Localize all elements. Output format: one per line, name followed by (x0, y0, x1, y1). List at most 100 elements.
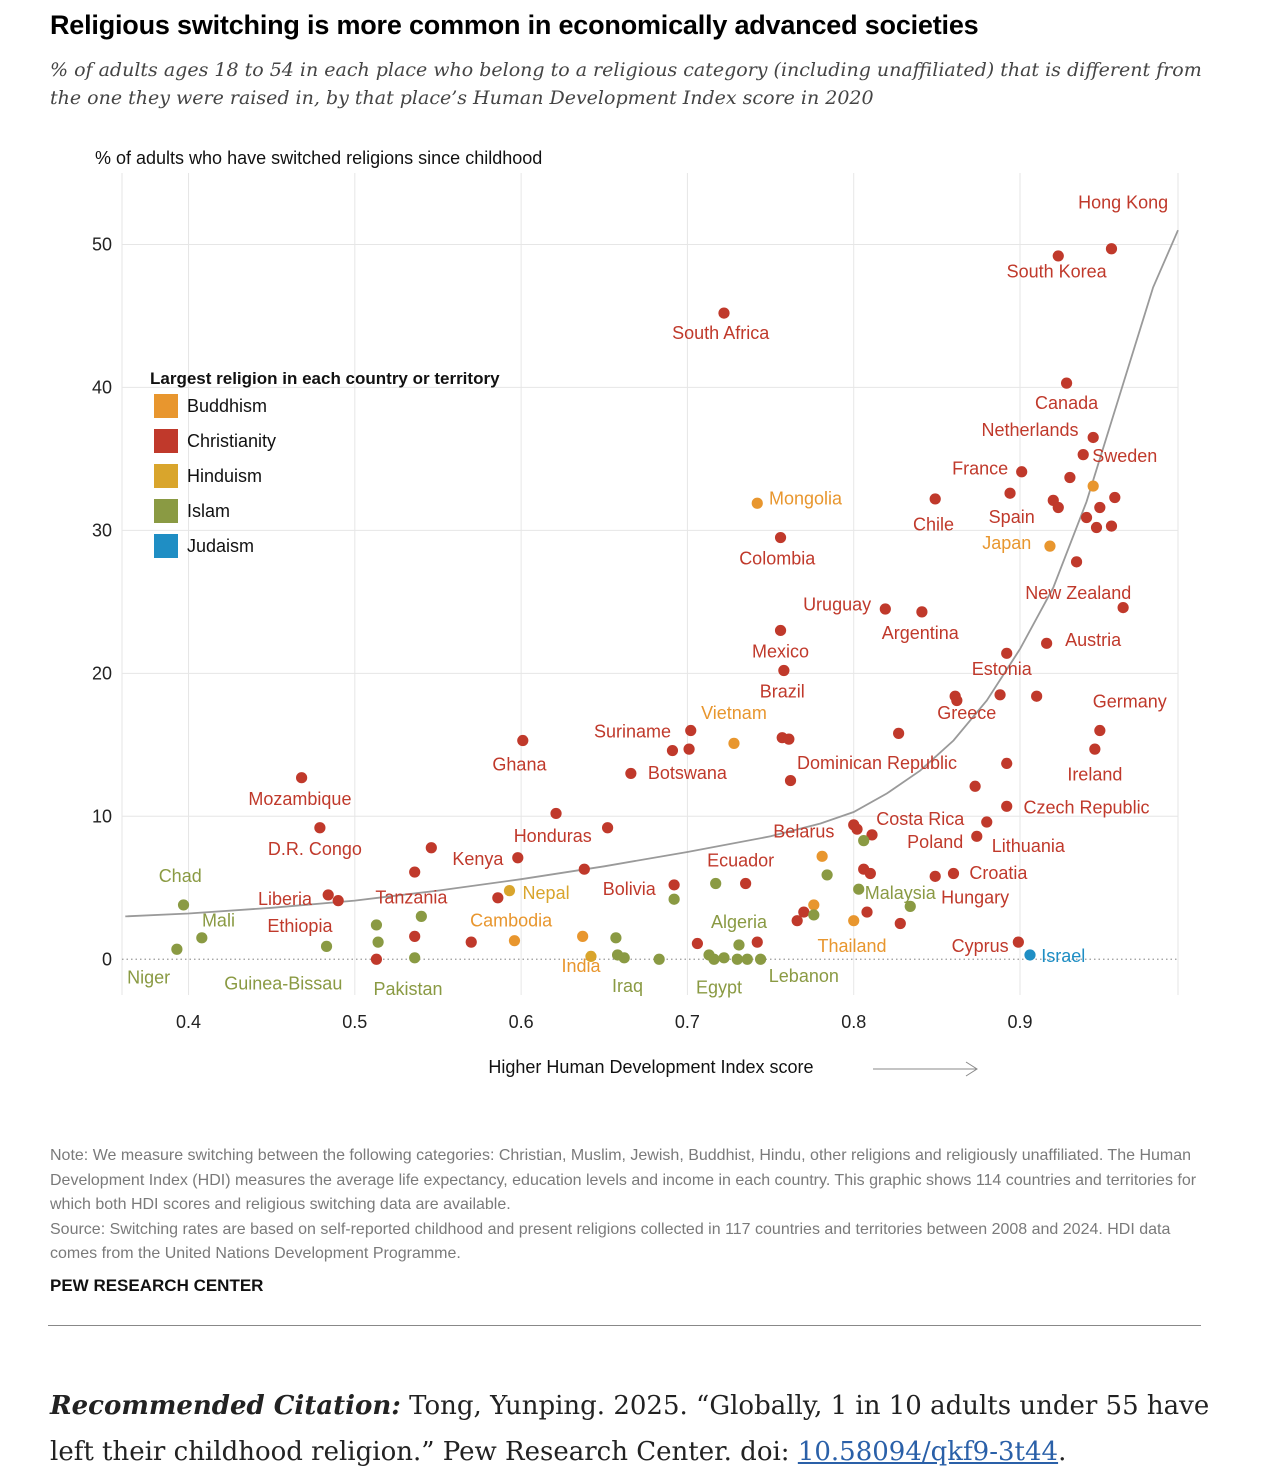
data-point (425, 842, 437, 854)
data-point (685, 724, 697, 737)
country-label: Chad (159, 866, 202, 886)
country-label: Argentina (882, 623, 960, 643)
data-point (332, 895, 344, 907)
data-point (1004, 487, 1016, 499)
data-point (1077, 449, 1089, 461)
data-point (370, 953, 383, 965)
legend-swatch (154, 394, 178, 418)
data-point (1094, 724, 1106, 737)
data-point (1080, 511, 1093, 524)
data-point (1012, 936, 1024, 948)
legend-swatch (154, 534, 178, 558)
scatter-chart: Hong Kong South Korea South Africa Canada Ne… (92, 148, 1179, 1077)
data-point (503, 885, 516, 897)
x-axis-arrow (873, 1061, 978, 1077)
data-point (508, 935, 521, 947)
data-point (1090, 521, 1103, 534)
country-label: Malaysia (865, 883, 937, 903)
data-point (322, 889, 334, 901)
country-label: Liberia (258, 889, 313, 909)
data-point (320, 940, 333, 952)
country-label: Greece (937, 703, 996, 723)
country-label: Poland (907, 832, 963, 852)
country-label: Cyprus (952, 936, 1009, 956)
country-label: Cambodia (470, 910, 553, 930)
country-label: Croatia (969, 863, 1028, 883)
country-label: Spain (989, 507, 1035, 527)
country-label: Mexico (752, 642, 809, 662)
chart-subtitle: % of adults ages 18 to 54 in each place … (50, 59, 1202, 109)
data-point (492, 892, 504, 904)
country-label: Uruguay (803, 594, 871, 614)
country-label: Netherlands (981, 420, 1078, 440)
data-point (668, 879, 680, 891)
data-point (710, 877, 722, 890)
data-point (733, 939, 745, 951)
country-label: Ghana (492, 755, 547, 775)
citation-text: Tong, Yunping. 2025. “Globally, 1 in 10 … (50, 1391, 1210, 1467)
data-point (683, 743, 695, 755)
country-label: Guinea-Bissau (224, 973, 342, 993)
data-point (994, 689, 1006, 701)
data-point (1087, 480, 1099, 492)
country-label: Honduras (514, 826, 592, 846)
doi-link[interactable]: 10.58094/qkf9-3t44 (797, 1437, 1059, 1467)
data-point (1044, 540, 1056, 552)
data-point (409, 930, 421, 942)
country-label: Israel (1041, 946, 1085, 966)
data-point (718, 307, 730, 319)
country-label: India (561, 956, 601, 976)
data-point (894, 917, 906, 930)
country-label: Thailand (818, 936, 887, 956)
data-point (653, 953, 665, 965)
data-point (821, 869, 833, 881)
country-label: Ecuador (707, 850, 774, 870)
point-labels: Hong Kong South Korea South Africa Canada Ne… (127, 193, 1168, 999)
data-point (728, 737, 740, 749)
y-tick-label: 30 (92, 520, 112, 540)
data-point (691, 937, 703, 950)
data-point (1064, 471, 1076, 484)
country-label: Bolivia (603, 879, 657, 899)
legend-label: Hinduism (187, 466, 262, 486)
country-label: Vietnam (701, 703, 767, 723)
country-label: Ethiopia (267, 916, 333, 936)
citation-label: Recommended Citation: (50, 1391, 401, 1421)
source-text: Source: Switching rates are based on sel… (50, 1220, 1171, 1263)
legend-swatch (154, 429, 178, 453)
data-point (947, 867, 960, 880)
legend-swatch (154, 499, 178, 523)
country-label: Botswana (648, 763, 728, 783)
country-label: Hong Kong (1078, 193, 1168, 213)
country-label: Pakistan (374, 979, 443, 999)
legend: Largest religion in each country or terr… (150, 369, 500, 558)
country-label: Sweden (1092, 446, 1157, 466)
country-label: Lebanon (769, 966, 839, 986)
data-point (372, 936, 384, 948)
data-point (929, 493, 941, 505)
data-point (1060, 377, 1073, 389)
x-axis-label: Higher Human Development Index score (488, 1057, 813, 1077)
divider (48, 1325, 1201, 1326)
data-point (751, 497, 763, 509)
data-point (916, 606, 928, 618)
country-label: Costa Rica (876, 809, 965, 829)
data-point (601, 822, 614, 834)
legend-label: Christianity (187, 431, 276, 451)
data-point (1094, 501, 1106, 514)
data-point (196, 932, 208, 944)
citation: Recommended Citation: Tong, Yunping. 202… (50, 1383, 1240, 1475)
data-point (610, 932, 622, 944)
data-point (740, 877, 752, 890)
data-point (1117, 601, 1129, 614)
data-point (1070, 556, 1083, 568)
data-point (585, 950, 597, 963)
data-point (1087, 431, 1099, 444)
data-point (1001, 800, 1013, 812)
data-point (971, 830, 983, 842)
data-point (853, 883, 865, 895)
country-label: D.R. Congo (268, 839, 362, 859)
data-point (577, 930, 589, 942)
x-tick-label: 0.8 (841, 1012, 866, 1032)
legend-label: Islam (187, 501, 230, 521)
